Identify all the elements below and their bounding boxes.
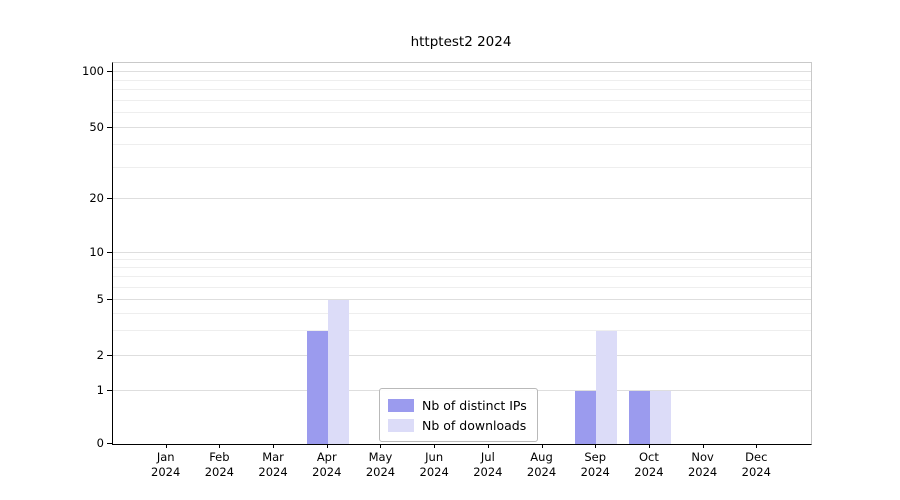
legend-swatch-downloads — [388, 418, 414, 432]
gridline-minor — [113, 144, 811, 146]
x-tick-month: Jan — [156, 450, 175, 464]
gridline-major — [113, 299, 811, 300]
y-axis-tick-mark — [107, 299, 112, 300]
bar-downloads — [327, 300, 349, 444]
x-tick-year: 2024 — [473, 465, 503, 479]
x-axis-tick-mark — [648, 444, 650, 448]
x-tick-year: 2024 — [634, 465, 664, 479]
x-tick-month: Mar — [262, 450, 284, 464]
x-axis-tick-label: Jul 2024 — [461, 450, 515, 480]
bar-distinct-ips — [575, 391, 597, 444]
legend-label-distinct-ips: Nb of distinct IPs — [422, 397, 527, 413]
x-axis-tick-label: Sep 2024 — [568, 450, 622, 480]
x-axis-tick-mark — [756, 444, 758, 448]
y-axis-tick-mark — [107, 71, 112, 72]
y-axis-tick-mark — [107, 443, 112, 444]
gridline-minor — [113, 99, 811, 101]
chart-title: httptest2 2024 — [410, 34, 512, 50]
y-axis-tick-label: 100 — [82, 64, 104, 78]
gridline-minor — [113, 286, 811, 288]
gridline-major — [113, 71, 811, 72]
y-axis-tick-label: 0 — [96, 436, 104, 450]
bar-downloads — [596, 331, 618, 444]
x-tick-month: May — [368, 450, 393, 464]
legend-label-downloads: Nb of downloads — [422, 417, 527, 433]
legend-entry-downloads: Nb of downloads — [388, 415, 527, 435]
x-tick-month: Jul — [480, 450, 495, 464]
x-tick-year: 2024 — [365, 465, 396, 479]
gridline-minor — [113, 330, 811, 332]
x-axis-tick-mark — [702, 444, 704, 448]
gridline-minor — [113, 276, 811, 278]
x-tick-year: 2024 — [419, 465, 449, 479]
bar-distinct-ips — [628, 391, 650, 444]
gridline-minor — [113, 267, 811, 269]
x-tick-month: Dec — [745, 450, 768, 464]
x-tick-month: Feb — [209, 450, 230, 464]
x-axis-tick-label: Jun 2024 — [407, 450, 461, 480]
x-tick-year: 2024 — [580, 465, 610, 479]
x-axis-tick-mark — [434, 444, 436, 448]
gridline-minor — [113, 166, 811, 168]
y-axis-tick-mark — [107, 127, 112, 128]
legend: Nb of distinct IPs Nb of downloads — [379, 388, 538, 442]
x-axis-tick-mark — [273, 444, 275, 448]
gridline-major — [113, 252, 811, 253]
gridline-major — [113, 355, 811, 356]
x-tick-month: Aug — [530, 450, 553, 464]
gridline-minor — [113, 259, 811, 261]
x-axis-tick-mark — [380, 444, 382, 448]
x-axis-tick-mark — [595, 444, 597, 448]
y-axis-tick-mark — [107, 252, 112, 253]
gridline-minor — [113, 89, 811, 91]
y-axis-tick-mark — [107, 355, 112, 356]
plot-area: Nb of distinct IPs Nb of downloads — [112, 62, 812, 445]
x-tick-year: 2024 — [526, 465, 557, 479]
y-axis-tick-label: 1 — [96, 383, 104, 397]
x-tick-year: 2024 — [687, 465, 718, 479]
x-axis-tick-label: Jan 2024 — [139, 450, 193, 480]
y-axis-tick-mark — [107, 198, 112, 199]
gridline-major — [113, 127, 811, 128]
x-axis-tick-mark — [541, 444, 543, 448]
x-tick-year: 2024 — [312, 465, 342, 479]
x-tick-month: Apr — [316, 450, 337, 464]
x-tick-month: Sep — [584, 450, 607, 464]
legend-swatch-distinct-ips — [388, 398, 414, 412]
x-axis-tick-label: Dec 2024 — [729, 450, 783, 480]
x-tick-year: 2024 — [258, 465, 288, 479]
y-axis-tick-label: 50 — [89, 120, 104, 134]
x-axis-tick-label: Apr 2024 — [300, 450, 354, 480]
x-tick-month: Jun — [425, 450, 444, 464]
x-axis-tick-mark — [487, 444, 489, 448]
x-axis-tick-label: Mar 2024 — [246, 450, 300, 480]
x-axis-tick-mark — [165, 444, 167, 448]
x-axis-tick-mark — [219, 444, 221, 448]
gridline-minor — [113, 112, 811, 114]
x-tick-year: 2024 — [204, 465, 235, 479]
y-axis-tick-label: 10 — [89, 245, 104, 259]
x-tick-year: 2024 — [741, 465, 771, 479]
x-axis-tick-mark — [326, 444, 328, 448]
bar-distinct-ips — [306, 331, 328, 444]
gridline-minor — [113, 79, 811, 81]
x-axis-tick-label: Nov 2024 — [676, 450, 730, 480]
gridline-major — [113, 198, 811, 199]
y-axis-tick-label: 20 — [89, 191, 104, 205]
y-axis-tick-label: 2 — [96, 348, 104, 362]
x-axis-tick-label: Feb 2024 — [192, 450, 246, 480]
x-tick-month: Nov — [691, 450, 714, 464]
x-tick-month: Oct — [638, 450, 659, 464]
gridline-minor — [113, 312, 811, 314]
x-axis-tick-label: Aug 2024 — [515, 450, 569, 480]
bar-downloads — [649, 391, 671, 444]
x-axis-tick-label: Oct 2024 — [622, 450, 676, 480]
y-axis-tick-mark — [107, 390, 112, 391]
x-axis-tick-label: May 2024 — [353, 450, 407, 480]
legend-entry-distinct-ips: Nb of distinct IPs — [388, 395, 527, 415]
x-tick-year: 2024 — [151, 465, 181, 479]
y-axis-tick-label: 5 — [96, 292, 104, 306]
